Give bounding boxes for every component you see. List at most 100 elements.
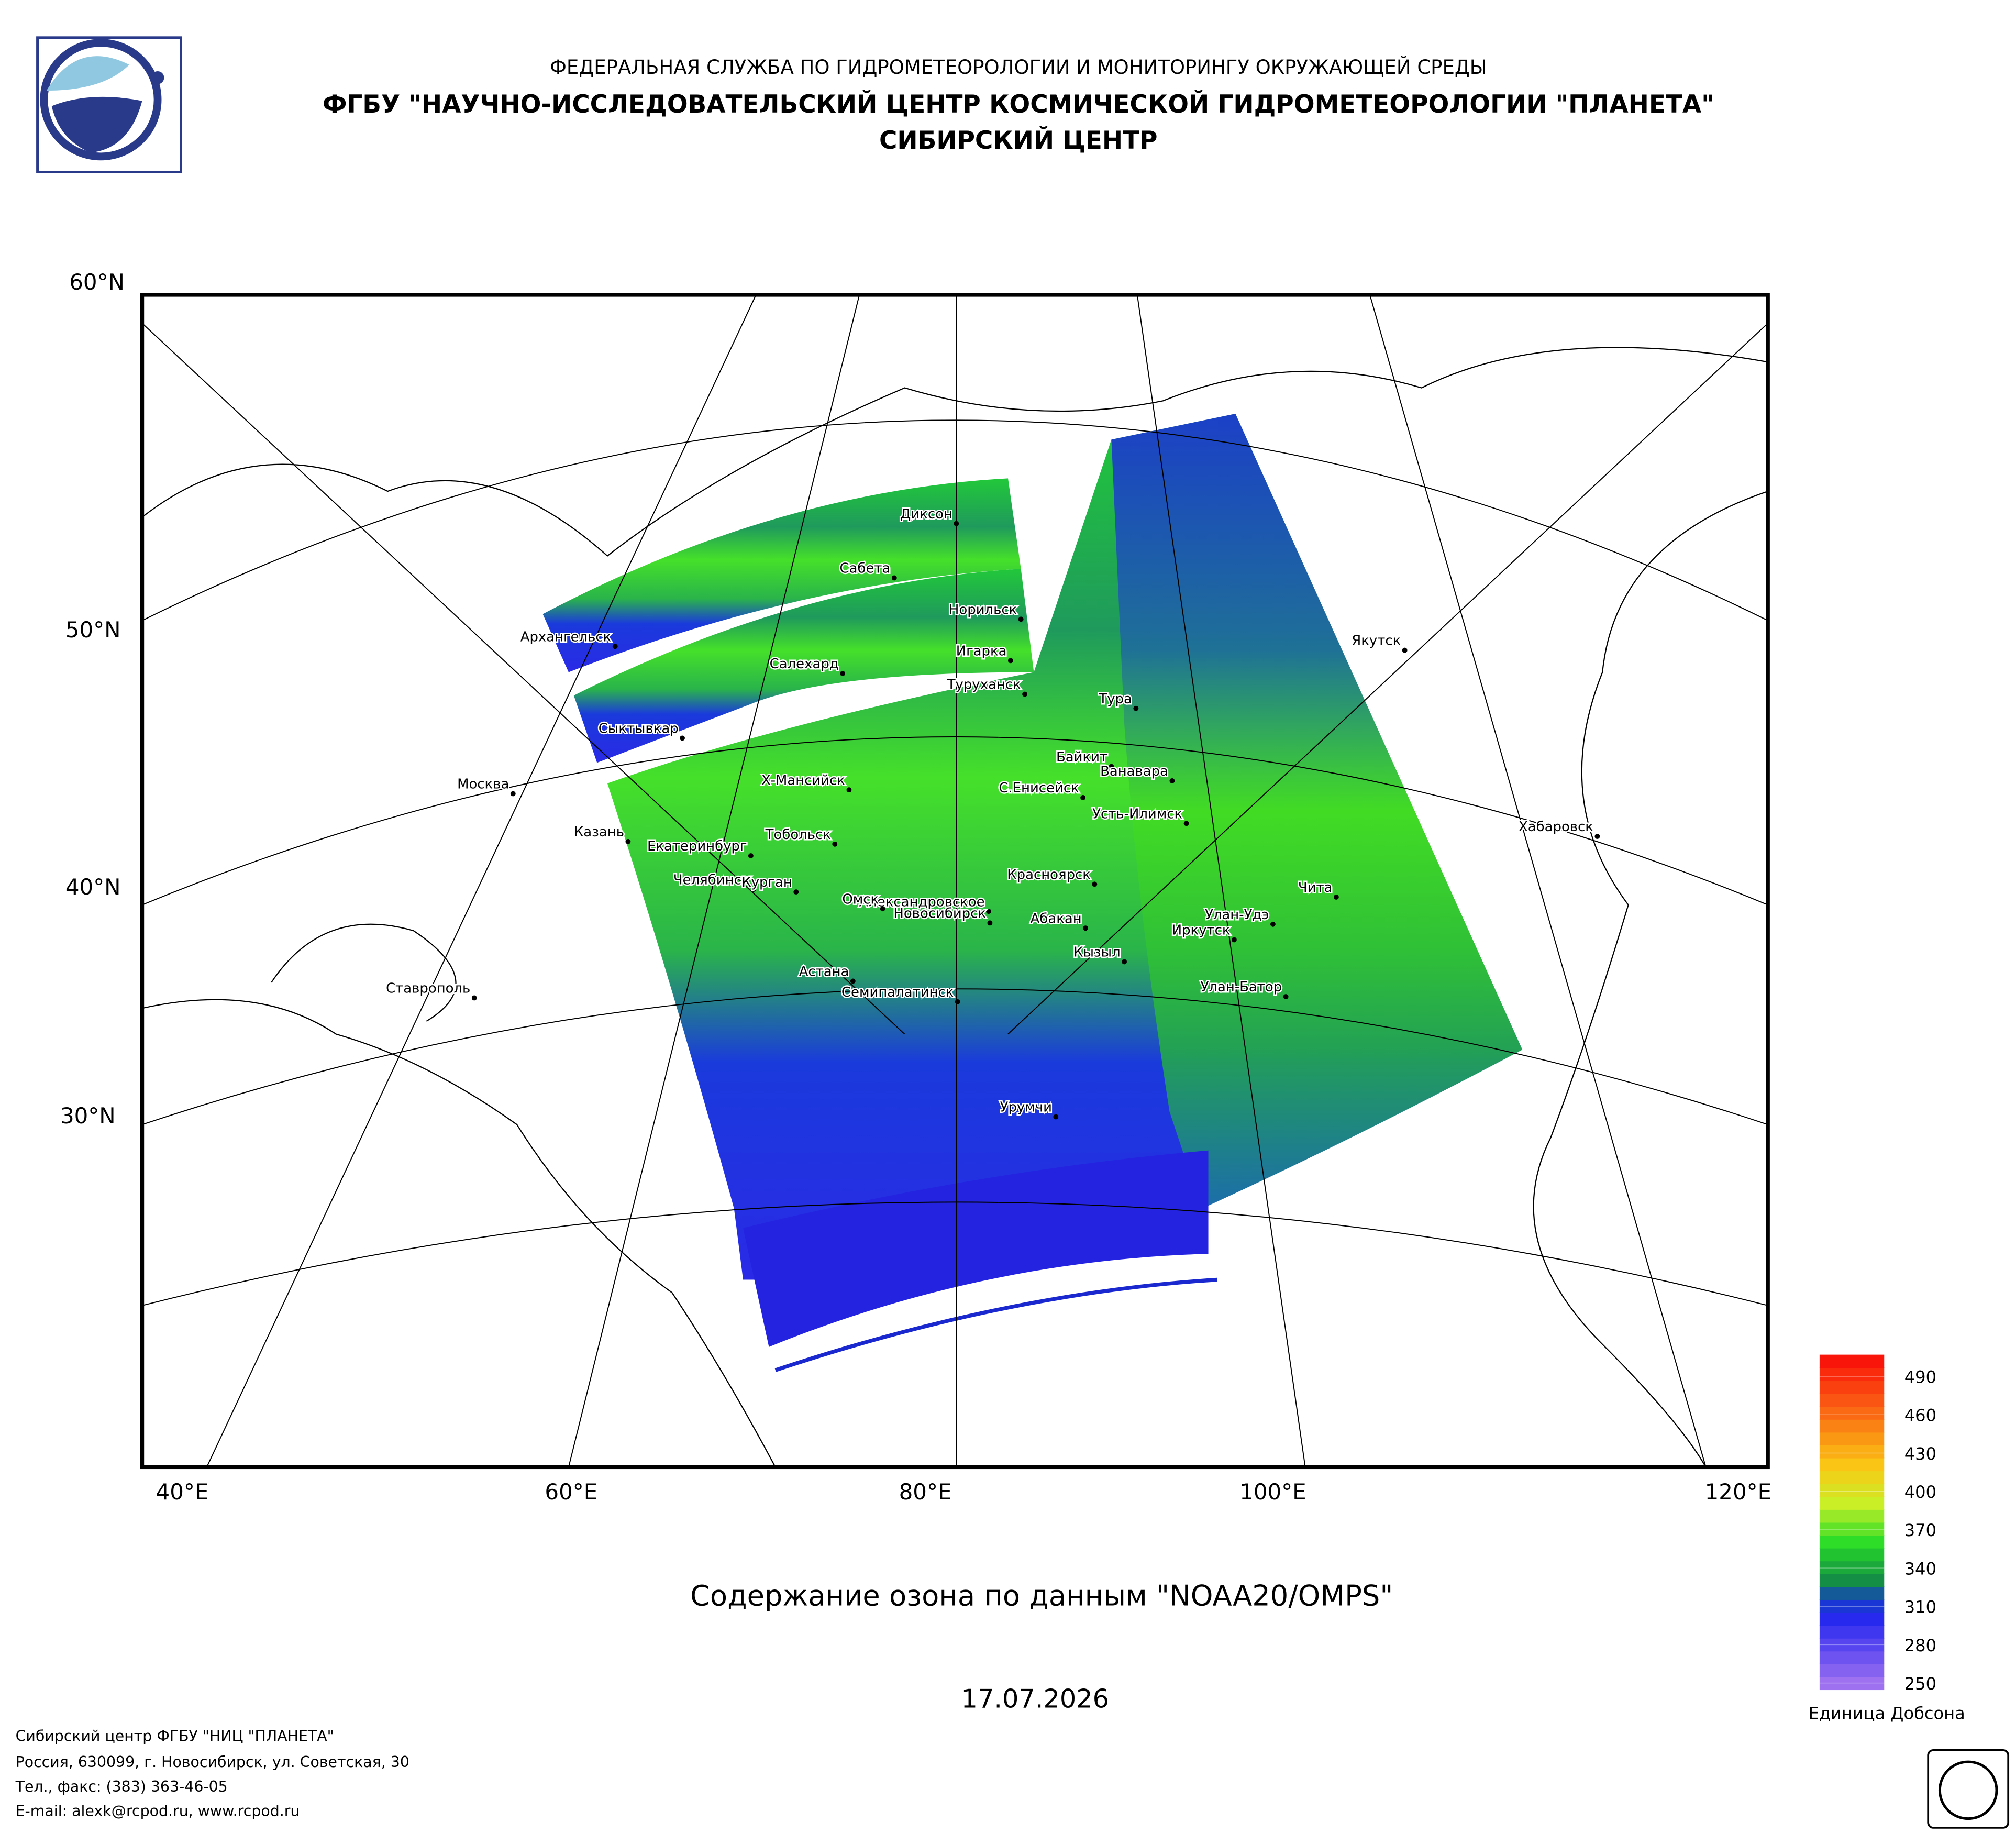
city-dot [1402, 647, 1408, 653]
colorbar-label: 430 [1904, 1444, 1936, 1464]
colorbar-band [1819, 1676, 1885, 1691]
colorbar-label: 310 [1904, 1597, 1936, 1617]
colorbar-band [1819, 1406, 1885, 1420]
colorbar-unit: Единица Добсона [1809, 1704, 1965, 1724]
map [142, 294, 1768, 1467]
lon-label: 60°E [545, 1479, 597, 1505]
city-dot [510, 791, 516, 797]
colorbar-band [1819, 1457, 1885, 1472]
city-label: Хабаровск [1519, 819, 1593, 835]
colorbar-band [1819, 1638, 1885, 1652]
city-dot [1053, 1114, 1059, 1120]
city-dot [891, 575, 897, 581]
footer-line: E-mail: alexk@rcpod.ru, www.rcpod.ru [16, 1803, 300, 1820]
city-dot [840, 671, 846, 676]
city-label: Х-Мансийск [761, 772, 845, 788]
colorbar-label: 280 [1904, 1636, 1936, 1655]
logo [36, 36, 182, 173]
city-label: Туруханск [947, 677, 1021, 693]
city-dot [1270, 921, 1276, 927]
colorbar-band [1819, 1432, 1885, 1445]
city-dot [1008, 658, 1013, 664]
city-label: Астана [799, 964, 849, 980]
colorbar-band [1819, 1483, 1885, 1497]
colorbar-band [1819, 1509, 1885, 1523]
city-dot [1080, 795, 1086, 800]
colorbar-band [1819, 1367, 1885, 1382]
city-label: Архангельск [520, 629, 612, 645]
lon-label: 120°E [1705, 1479, 1772, 1505]
city-label: Абакан [1031, 911, 1082, 926]
header-line: СИБИРСКИЙ ЦЕНТР [879, 126, 1158, 155]
iso-badge [1927, 1749, 2010, 1829]
footer-line: Тел., факс: (383) 363-46-05 [15, 1778, 228, 1795]
colorbar-band [1819, 1663, 1885, 1677]
city-label: Улан-Удэ [1205, 907, 1269, 923]
city-dot [750, 887, 756, 892]
lat-label: 40°N [65, 874, 121, 900]
city-label: Норильск [949, 602, 1017, 618]
lat-label: 50°N [65, 617, 121, 643]
city-label: Курган [741, 875, 792, 890]
colorbar-label: 460 [1904, 1406, 1936, 1426]
city-dot [1022, 691, 1028, 697]
colorbar-label: 250 [1904, 1674, 1936, 1694]
city-label: Игарка [956, 643, 1007, 659]
colorbar-band [1819, 1599, 1885, 1613]
city-dot [955, 999, 960, 1004]
lon-label: 40°E [156, 1479, 209, 1505]
city-dot [987, 920, 993, 926]
colorbar-band [1819, 1354, 1885, 1368]
city-dot [680, 735, 685, 741]
city-label: Иркутск [1172, 923, 1231, 938]
lat-label: 60°N [69, 269, 125, 295]
city-dot [1333, 895, 1339, 900]
map-frame [140, 293, 1770, 1470]
colorbar-band [1819, 1393, 1885, 1407]
city-dot [846, 787, 852, 793]
city-dot [471, 995, 477, 1001]
colorbar-band [1819, 1444, 1885, 1459]
city-dot [1109, 764, 1114, 769]
lon-label: 80°E [899, 1479, 952, 1505]
city-label: Александровское [859, 894, 984, 910]
header-line: ФГБУ "НАУЧНО-ИССЛЕДОВАТЕЛЬСКИЙ ЦЕНТР КОС… [323, 90, 1714, 119]
city-dot [625, 838, 631, 844]
colorbar-band [1819, 1380, 1885, 1394]
city-label: Тура [1098, 691, 1132, 707]
cities: Диксон Сабета Норильск Архангельск Якутск Ига… [385, 505, 1600, 1120]
colorbar-band [1819, 1470, 1885, 1484]
city-dot [1122, 959, 1127, 965]
colorbar-band [1819, 1586, 1885, 1600]
city-label: Красноярск [1007, 867, 1091, 882]
colorbar-label: 340 [1904, 1559, 1936, 1578]
city-label: Ванавара [1100, 764, 1168, 779]
city-label: Чита [1298, 880, 1333, 896]
city-label: Семипалатинск [841, 985, 954, 1000]
city-dot [612, 644, 618, 649]
colorbar-band [1819, 1419, 1885, 1433]
colorbar-label: 490 [1904, 1367, 1936, 1387]
city-label: Челябинск [673, 872, 749, 888]
city-dot [1083, 925, 1089, 931]
colorbar: 490 460 430 400 370 340 310 280 250 Единица Добсо… [1809, 1354, 1965, 1724]
colorbar-label: 370 [1904, 1520, 1936, 1540]
colorbar-band [1819, 1651, 1885, 1664]
city-label: Омск [842, 891, 879, 907]
city-dot [1133, 705, 1139, 711]
city-dot [880, 906, 885, 912]
footer-line: Россия, 630099, г. Новосибирск, ул. Сове… [16, 1753, 409, 1771]
header-line: ФЕДЕРАЛЬНАЯ СЛУЖБА ПО ГИДРОМЕТЕОРОЛОГИИ … [550, 56, 1487, 79]
lon-label: 100°E [1239, 1479, 1306, 1505]
city-dot [1231, 937, 1237, 943]
city-dot [1594, 834, 1600, 839]
colorbar-band [1819, 1496, 1885, 1510]
city-label: Якутск [1352, 633, 1401, 649]
city-label: Салехард [770, 656, 839, 672]
city-label: Тобольск [765, 827, 831, 843]
city-dot [1183, 821, 1189, 826]
city-label: Екатеринбург [647, 838, 747, 854]
colorbar-band [1819, 1612, 1885, 1626]
city-dot [850, 978, 856, 984]
city-dot [1283, 994, 1289, 999]
